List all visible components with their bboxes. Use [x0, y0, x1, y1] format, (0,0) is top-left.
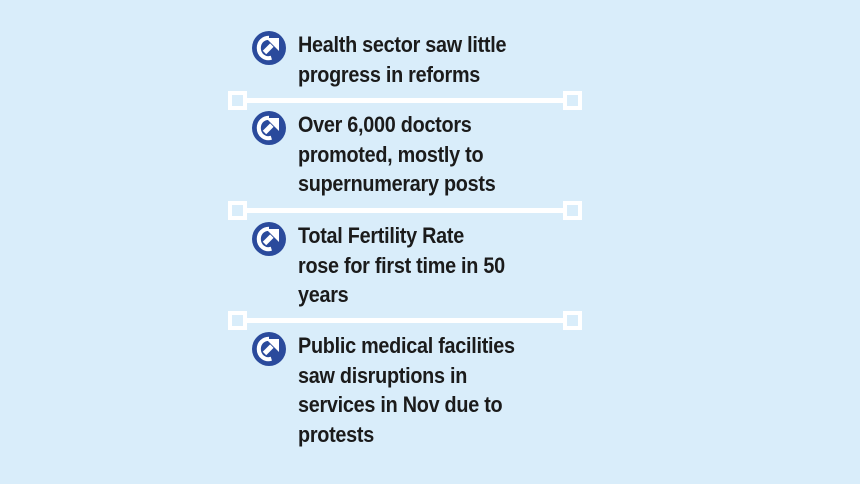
divider-endpoint-right — [563, 311, 582, 330]
item-text-line: Over 6,000 doctors — [298, 112, 472, 137]
item-text-line: supernumerary posts — [298, 171, 496, 196]
item-text-line: protests — [298, 421, 375, 447]
item-text-line: progress in reforms — [298, 61, 481, 87]
divider — [228, 201, 582, 220]
divider-line — [246, 208, 564, 213]
item-text: Health sector saw little progress in ref… — [298, 30, 535, 89]
list-item: Total Fertility Rate rose for first time… — [252, 221, 533, 310]
item-text-line: Health sector saw little — [298, 32, 507, 57]
divider-endpoint-left — [228, 91, 247, 110]
arrow-up-right-circle-icon — [252, 332, 286, 366]
list-item: Health sector saw little progress in ref… — [252, 30, 535, 89]
divider-line — [246, 318, 564, 323]
divider-line — [246, 98, 564, 103]
item-text-line: promoted, mostly to — [298, 141, 484, 167]
divider — [228, 91, 582, 110]
item-text-line: rose for first time in 50 — [298, 252, 505, 278]
arrow-up-right-circle-icon — [252, 31, 286, 65]
divider-endpoint-right — [563, 201, 582, 220]
arrow-up-right-circle-icon — [252, 222, 286, 256]
item-text-line: services in Nov due to — [298, 392, 503, 417]
divider-endpoint-left — [228, 201, 247, 220]
arrow-up-right-circle-icon — [252, 111, 286, 145]
divider-endpoint-right — [563, 91, 582, 110]
divider-endpoint-left — [228, 311, 247, 330]
item-text: Total Fertility Rate rose for first time… — [298, 221, 533, 310]
item-text-line: saw disruptions in — [298, 362, 468, 388]
item-text-line: years — [298, 282, 349, 307]
item-text: Public medical facilities saw disruption… — [298, 331, 544, 449]
item-text: Over 6,000 doctors promoted, mostly to s… — [298, 110, 522, 199]
list-item: Over 6,000 doctors promoted, mostly to s… — [252, 110, 522, 199]
item-text-line: Total Fertility Rate — [298, 223, 464, 248]
divider — [228, 311, 582, 330]
item-text-line: Public medical facilities — [298, 333, 515, 358]
list-item: Public medical facilities saw disruption… — [252, 331, 544, 449]
